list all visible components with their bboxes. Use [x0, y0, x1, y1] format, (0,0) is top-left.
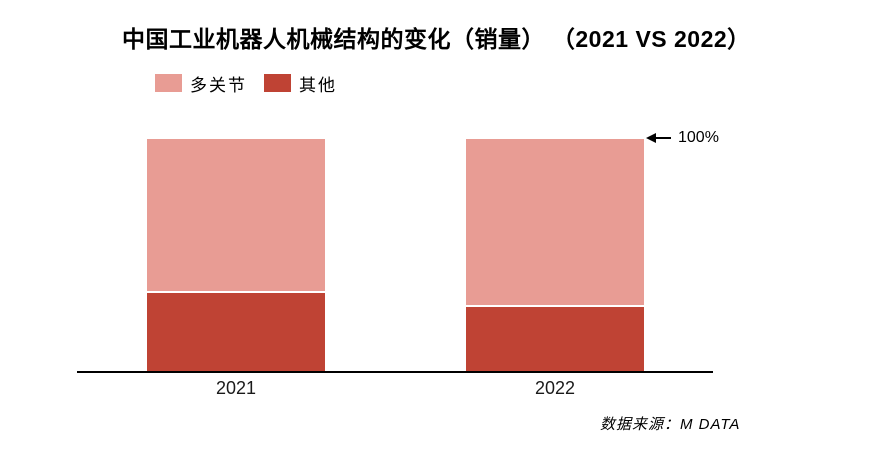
- data-source: 数据来源：M DATA: [600, 416, 741, 433]
- legend: 多关节 其他: [155, 73, 337, 95]
- bar-2022: [466, 139, 644, 372]
- x-axis-line: [77, 371, 713, 373]
- chart-title: 中国工业机器人机械结构的变化（销量） （2021 VS 2022）: [122, 26, 751, 52]
- legend-label-other: 其他: [299, 75, 337, 95]
- bar-2021: [147, 139, 325, 372]
- annotation-label: 100%: [678, 128, 719, 146]
- legend-swatch-other: [264, 74, 291, 92]
- left-arrow-icon: [646, 132, 671, 143]
- max-annotation: 100%: [646, 128, 719, 147]
- bar-2022-segment-other: [466, 306, 644, 372]
- legend-label-multijoint: 多关节: [190, 75, 247, 95]
- x-axis-label-2022: 2022: [534, 378, 576, 398]
- legend-swatch-multijoint: [155, 74, 182, 92]
- bar-2022-segment-multijoint: [466, 139, 644, 307]
- bar-2021-segment-other: [147, 292, 325, 372]
- bar-2021-segment-multijoint: [147, 139, 325, 293]
- x-axis-label-2021: 2021: [215, 378, 257, 398]
